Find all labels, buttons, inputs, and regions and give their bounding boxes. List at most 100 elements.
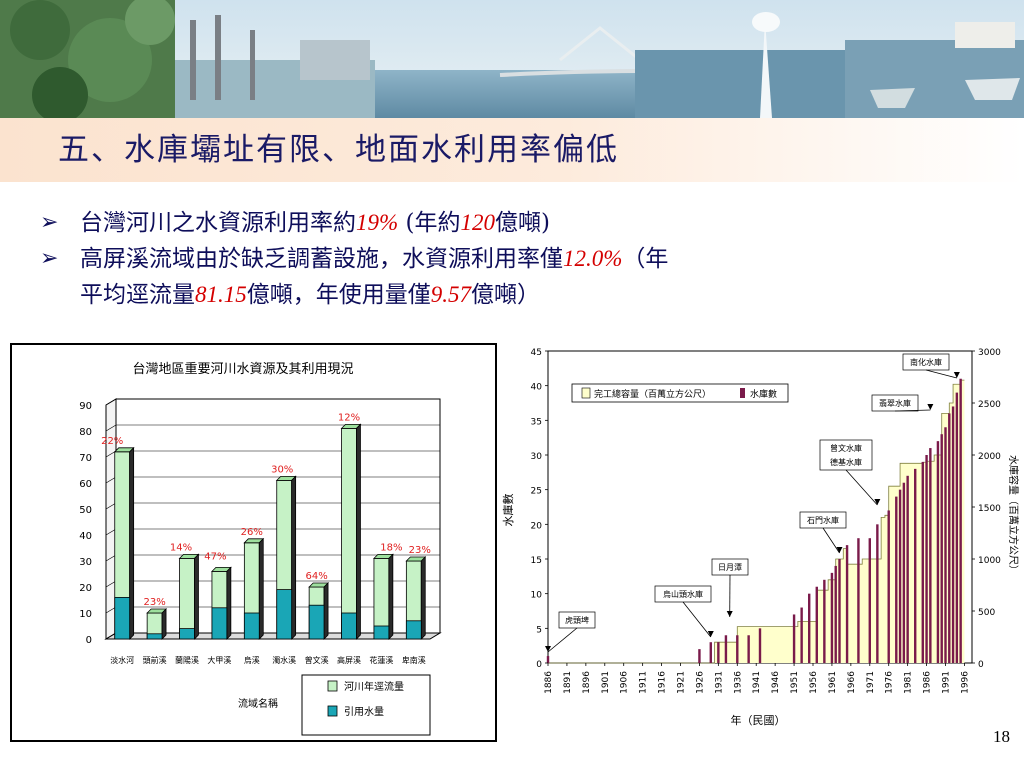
y2-tick-label: 2500 <box>978 400 1001 410</box>
bar-water-use <box>179 628 195 640</box>
legend-label-count: 水庫數 <box>750 388 777 400</box>
bar-runoff-side <box>420 556 426 640</box>
data-label: 30% <box>271 464 293 475</box>
y2-tick-label: 500 <box>978 608 995 618</box>
y2-tick-label: 2000 <box>978 452 1001 462</box>
y2-tick-label: 0 <box>978 660 984 670</box>
annotation-leader <box>925 369 957 379</box>
reservoir-count-bar <box>944 427 947 663</box>
bar-water-use <box>373 625 390 640</box>
bar-runoff-side <box>356 423 361 640</box>
y-tick-label: 80 <box>79 427 92 438</box>
annotation-leader <box>894 409 931 412</box>
x-tick-label: 濁水溪 <box>272 655 296 665</box>
banner-scenery-image <box>0 0 1024 118</box>
x-tick-label: 1996 <box>960 671 970 694</box>
x-axis-title: 流域名稱 <box>238 697 278 710</box>
reservoir-count-bar <box>838 559 841 663</box>
reservoir-count-bar <box>792 614 796 663</box>
x-tick-label: 1931 <box>714 671 724 694</box>
x-tick-label: 1901 <box>601 671 611 694</box>
annotation-leader <box>822 527 840 554</box>
reservoir-count-bar <box>709 642 712 663</box>
y-tick-label: 70 <box>79 453 92 464</box>
bar-runoff-side <box>388 553 394 640</box>
reservoir-count-bar <box>736 635 739 663</box>
x-tick-label: 1911 <box>639 671 649 694</box>
page-number: 18 <box>993 727 1010 746</box>
data-label: 18% <box>380 542 402 553</box>
y-tick-label: 0 <box>536 660 542 670</box>
x-tick-label: 1896 <box>582 671 592 694</box>
data-label: 22% <box>101 436 123 447</box>
legend-box <box>571 383 789 403</box>
x-tick-label: 頭前溪 <box>143 655 167 665</box>
legend-swatch-capacity <box>581 387 591 399</box>
bullet-1-rate: 19% <box>356 210 399 235</box>
x-tick-label: 1956 <box>809 671 819 694</box>
annotation-arrowhead-icon <box>707 631 714 637</box>
data-label: 14% <box>170 542 192 553</box>
y-tick-label: 60 <box>79 479 92 490</box>
bullet-list: ➢ 台灣河川之水資源利用率約19% (年約120億噸) ➢ 高屏溪流域由於缺乏調… <box>40 205 980 313</box>
reservoir-count-bar <box>857 538 860 663</box>
reservoir-count-bar <box>929 448 932 663</box>
reservoir-count-bar <box>724 635 728 663</box>
annotation-callout: 虎頭埤 <box>545 611 596 653</box>
y-gridline <box>105 528 117 536</box>
x-tick-label: 烏溪 <box>244 655 260 665</box>
header-photo-banner <box>0 0 1024 118</box>
reservoir-count-bar <box>830 572 834 663</box>
y-tick-label: 20 <box>79 583 92 594</box>
y-tick-label: 35 <box>531 417 542 427</box>
bullet-1-text: 台灣河川之水資源利用率約 <box>80 210 356 236</box>
bullet-1-text: 億噸) <box>494 210 550 236</box>
annotation-arrowhead-icon <box>545 646 551 652</box>
x-axis-title: 年（民國） <box>731 713 786 727</box>
legend-swatch-runoff <box>327 680 338 692</box>
bar-water-use <box>243 612 260 640</box>
y2-tick-label: 1500 <box>978 504 1001 514</box>
slide-title: 五、水庫壩址有限、地面水利用率偏低 <box>58 132 619 168</box>
y-tick-label: 40 <box>79 531 92 542</box>
reservoir-count-bar <box>876 524 879 663</box>
arrow-bullet-icon: ➢ <box>40 246 59 271</box>
x-tick-label: 1976 <box>885 671 895 694</box>
y-tick-label: 90 <box>79 401 92 412</box>
legend-box <box>301 674 431 736</box>
bullet-2-text: 高屏溪流域由於缺乏調蓄設施，水資源利用率僅 <box>80 246 563 272</box>
reservoir-count-bar <box>948 413 951 663</box>
annotation-callout: 石門水庫 <box>799 511 847 554</box>
x-tick-label: 1971 <box>866 671 876 694</box>
bullet-2-text: 億噸） <box>471 282 540 308</box>
x-tick-label: 曾文溪 <box>305 655 329 665</box>
y-tick-label: 30 <box>531 452 543 462</box>
annotation-label: 烏山頭水庫 <box>663 589 703 599</box>
annotation-label: 曾文水庫 <box>830 443 862 453</box>
reservoir-count-bar <box>940 434 943 663</box>
bullet-2-text: 平均逕流量 <box>80 282 195 308</box>
bullet-1-volume: 120 <box>460 210 495 235</box>
y-gridline <box>105 606 117 614</box>
y-tick-label: 10 <box>79 609 92 620</box>
bullet-1-text: (年約 <box>398 210 461 236</box>
reservoir-count-bar <box>906 475 909 663</box>
annotation-label: 翡翠水庫 <box>879 398 911 408</box>
legend-label-runoff: 河川年逕流量 <box>344 680 404 693</box>
bar-water-use <box>114 596 131 640</box>
reservoir-count-bar <box>868 538 871 663</box>
x-tick-label: 卑南溪 <box>402 655 426 665</box>
y-gridline <box>105 554 117 562</box>
bar-runoff <box>179 557 195 640</box>
bar-water-use <box>276 589 293 640</box>
x-tick-label: 1951 <box>790 671 800 694</box>
y2-tick-label: 1000 <box>978 556 1001 566</box>
bullet-2-runoff: 81.15 <box>195 282 247 307</box>
legend-swatch-use <box>327 705 338 717</box>
x-tick-label: 1946 <box>771 671 781 694</box>
x-tick-label: 花蓮溪 <box>369 655 393 665</box>
annotation-leader <box>845 469 878 506</box>
reservoir-history-chart: 0 5 10 15 20 25 30 35 40 45 0 500 1000 1500 2000 2500 30… <box>501 348 1020 727</box>
bar-runoff-side <box>323 582 329 640</box>
